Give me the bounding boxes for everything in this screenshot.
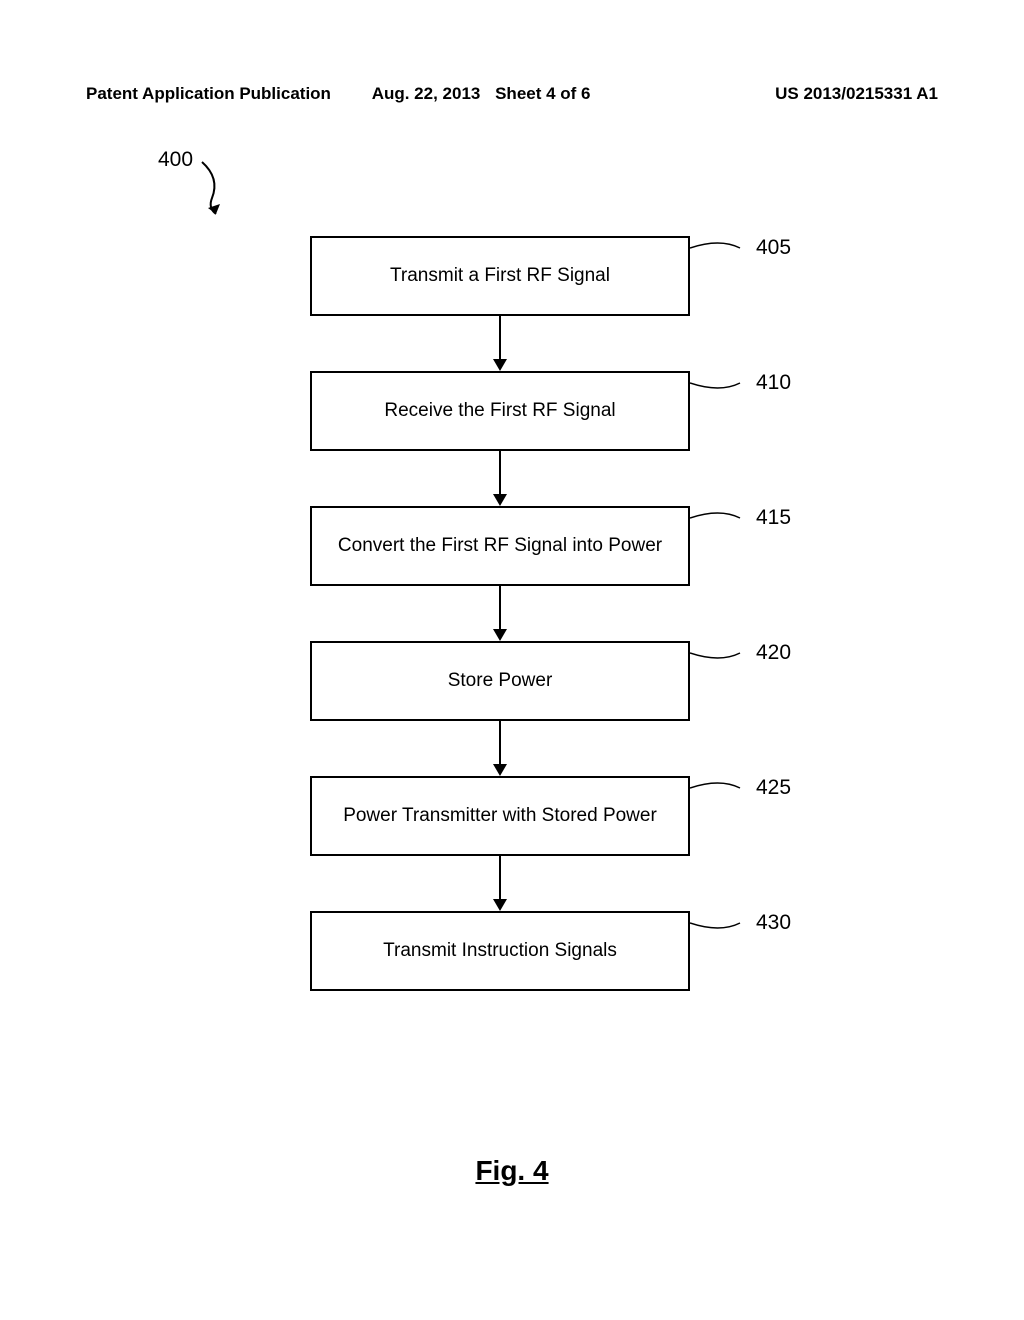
reference-arrow-icon — [198, 158, 238, 228]
arrow-down-icon — [490, 316, 510, 371]
callout-leader-405 — [690, 236, 760, 266]
header-sheet: Sheet 4 of 6 — [495, 84, 590, 104]
callout-leader-425 — [690, 776, 760, 806]
flow-arrow — [310, 856, 690, 911]
flow-arrow — [310, 721, 690, 776]
box-label: Transmit a First RF Signal — [390, 265, 610, 287]
callout-ref-420: 420 — [756, 641, 791, 665]
header-publication: Patent Application Publication — [86, 84, 331, 104]
page-header: Patent Application Publication Aug. 22, … — [86, 84, 938, 104]
flow-arrow — [310, 316, 690, 371]
header-date: Aug. 22, 2013 — [372, 84, 481, 104]
figure-label: Fig. 4 — [0, 1155, 1024, 1187]
arrow-down-icon — [490, 721, 510, 776]
header-patent-number: US 2013/0215331 A1 — [775, 84, 938, 104]
callout-leader-415 — [690, 506, 760, 536]
callout-ref-405: 405 — [756, 236, 791, 260]
flowchart-box-405: Transmit a First RF Signal — [310, 236, 690, 316]
flowchart-box-425: Power Transmitter with Stored Power — [310, 776, 690, 856]
flow-arrow — [310, 586, 690, 641]
callout-leader-410 — [690, 371, 760, 401]
diagram-reference-400: 400 — [158, 148, 193, 172]
callout-ref-425: 425 — [756, 776, 791, 800]
box-label: Convert the First RF Signal into Power — [338, 535, 662, 557]
arrow-down-icon — [490, 856, 510, 911]
box-label: Receive the First RF Signal — [384, 400, 615, 422]
callout-ref-415: 415 — [756, 506, 791, 530]
box-label: Power Transmitter with Stored Power — [343, 805, 657, 827]
callout-ref-410: 410 — [756, 371, 791, 395]
page: Patent Application Publication Aug. 22, … — [0, 0, 1024, 1320]
callout-ref-430: 430 — [756, 911, 791, 935]
flowchart-column: Transmit a First RF Signal Receive the F… — [310, 236, 690, 991]
flowchart-box-430: Transmit Instruction Signals — [310, 911, 690, 991]
arrow-down-icon — [490, 451, 510, 506]
callout-leader-430 — [690, 911, 760, 941]
box-label: Store Power — [448, 670, 553, 692]
flowchart-box-410: Receive the First RF Signal — [310, 371, 690, 451]
arrow-down-icon — [490, 586, 510, 641]
flowchart-box-415: Convert the First RF Signal into Power — [310, 506, 690, 586]
box-label: Transmit Instruction Signals — [383, 940, 617, 962]
flow-arrow — [310, 451, 690, 506]
flowchart-box-420: Store Power — [310, 641, 690, 721]
callout-leader-420 — [690, 641, 760, 671]
flowchart-diagram: 400 Transmit a First RF Signal Receive t… — [0, 140, 1024, 1140]
